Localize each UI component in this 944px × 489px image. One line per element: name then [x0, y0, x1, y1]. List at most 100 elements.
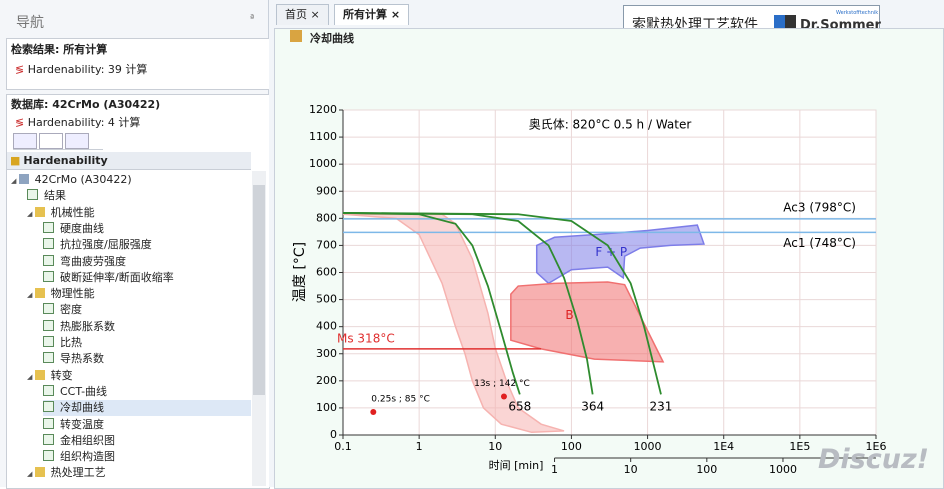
- cooling-curve: [342, 212, 594, 395]
- tree-row[interactable]: CCT-曲线: [43, 384, 107, 400]
- tree-row[interactable]: ◢ 热处理工艺: [27, 465, 106, 481]
- db-icon: [18, 174, 29, 184]
- pin-icon[interactable]: ª: [250, 14, 255, 24]
- y-tick-label: 800: [316, 211, 337, 224]
- y-tick-label: 600: [316, 266, 337, 279]
- scrollbar[interactable]: [252, 171, 266, 486]
- y-tick-label: 900: [316, 184, 337, 197]
- tree-label: 转变: [50, 368, 73, 382]
- expander[interactable]: ◢: [11, 177, 19, 185]
- tree-label: CCT-曲线: [60, 384, 108, 398]
- tree-row[interactable]: 导热系数: [43, 351, 104, 367]
- tab-label: 所有计算: [343, 8, 387, 21]
- tree-row[interactable]: 密度: [43, 302, 82, 318]
- y-tick-label: 1100: [309, 130, 337, 143]
- tree-row[interactable]: ◢ 机械性能: [27, 205, 95, 221]
- tree-row[interactable]: 金相组织图: [43, 433, 115, 449]
- tab[interactable]: 所有计算 ×: [334, 4, 410, 25]
- x2-tick-label: 1000: [769, 463, 797, 476]
- y-tick-label: 400: [316, 320, 337, 333]
- region-label: B: [565, 308, 573, 322]
- x-tick-label: 1E5: [789, 440, 810, 453]
- folder-icon: [34, 467, 45, 478]
- checkbox: [43, 270, 54, 282]
- tree-row[interactable]: 冷却曲线: [43, 400, 251, 417]
- tree-row[interactable]: 破断延伸率/断面收缩率: [43, 270, 174, 286]
- tree-label: 42CrMo (A30422): [34, 173, 132, 186]
- section-title: 冷却曲线: [310, 32, 354, 45]
- tree-label: 金相组织图: [60, 433, 115, 447]
- tab-close[interactable]: ×: [387, 8, 401, 21]
- tree-row[interactable]: 热膨胀系数: [43, 319, 115, 335]
- x-tick-label: 100: [561, 440, 582, 453]
- point: [500, 393, 507, 400]
- y-tick-label: 0: [330, 428, 337, 441]
- tree-label: 抗拉强度/屈服强度: [60, 238, 152, 252]
- x-tick-label: 1E6: [866, 440, 887, 453]
- checkbox: [43, 401, 54, 413]
- x2-tick-label: 10: [624, 463, 638, 476]
- y-tick-label: 100: [316, 401, 337, 414]
- logo-icon: [774, 15, 796, 31]
- tree-row[interactable]: 弯曲疲劳强度: [43, 254, 126, 270]
- x-tick-label: 1E4: [713, 440, 734, 453]
- checkbox: [43, 417, 54, 429]
- tab-close[interactable]: ×: [307, 8, 320, 21]
- checkbox: [43, 238, 54, 250]
- tree-row[interactable]: 组织构造图: [43, 449, 115, 465]
- section-icon: [290, 30, 302, 42]
- curve-end-label: 364: [581, 400, 604, 414]
- expander[interactable]: ◢: [27, 209, 35, 218]
- tool-button[interactable]: [65, 133, 89, 149]
- tree-row[interactable]: 比热: [43, 335, 82, 351]
- tree-row[interactable]: 结果: [27, 188, 66, 204]
- checkbox: [43, 319, 54, 331]
- scroll-thumb[interactable]: [253, 185, 265, 395]
- x-tick-label: 1000: [634, 440, 662, 453]
- cooling-curve: [342, 212, 662, 395]
- tree: ◢ 42CrMo (A30422) 结果 ◢ 机械性能 硬度曲线 抗拉强度/屈服强度 弯曲…: [7, 172, 251, 488]
- db-title: 数据库: 42CrMo (A30422): [11, 98, 161, 111]
- tree-label: 导热系数: [60, 352, 104, 366]
- search-item-text: Hardenability: 39 计算: [27, 63, 148, 76]
- folder-icon: [34, 369, 45, 380]
- logo-small: Werkstofftechnik: [836, 10, 879, 16]
- search-item[interactable]: ≶ Hardenability: 39 计算: [15, 63, 148, 76]
- tree-header[interactable]: ■ Hardenability: [7, 152, 251, 170]
- search-title: 检索结果: 所有计算: [11, 43, 108, 56]
- expander[interactable]: ◢: [27, 291, 35, 300]
- tree-label: 硬度曲线: [60, 221, 104, 235]
- tool-button[interactable]: [39, 133, 63, 149]
- chart: 0100200300400500600700800900100011001200…: [292, 103, 887, 476]
- expander[interactable]: ◢: [27, 470, 35, 479]
- region: [535, 224, 705, 285]
- tree-label: 弯曲疲劳强度: [60, 254, 126, 268]
- x-tick-label: 10: [488, 440, 502, 453]
- tree-row[interactable]: 抗拉强度/屈服强度: [43, 237, 152, 253]
- tree-label: 冷却曲线: [60, 401, 104, 415]
- tree-label: 热处理工艺: [50, 466, 106, 480]
- tool-button[interactable]: [13, 133, 37, 149]
- tree-row[interactable]: ◢ 物理性能: [27, 286, 95, 302]
- x-tick-label: 1: [416, 440, 423, 453]
- tree-label: 破断延伸率/断面收缩率: [60, 270, 174, 284]
- curve-end-label: 231: [650, 400, 673, 414]
- checkbox: [27, 189, 38, 201]
- point-label: 0.25s ; 85 °C: [371, 394, 430, 404]
- tree-row[interactable]: 硬度曲线: [43, 221, 104, 237]
- tree-label: 组织构造图: [60, 450, 115, 464]
- tree-row[interactable]: ◢ 转变: [27, 368, 73, 384]
- tree-label: 热膨胀系数: [60, 319, 115, 333]
- db-item[interactable]: ≶ Hardenability: 4 计算: [15, 116, 141, 129]
- tree-row[interactable]: 转变温度: [43, 417, 104, 433]
- tree-label: 结果: [44, 189, 66, 203]
- y-tick-label: 300: [316, 347, 337, 360]
- checkbox: [43, 450, 54, 462]
- toolbar: [13, 133, 103, 150]
- nav-title: 导航: [16, 15, 44, 31]
- tab[interactable]: 首页 ×: [276, 4, 329, 25]
- expander[interactable]: ◢: [27, 372, 35, 381]
- db-box: 数据库: 42CrMo (A30422) ≶ Hardenability: 4 …: [6, 94, 270, 489]
- tree-row[interactable]: ◢ 42CrMo (A30422): [11, 172, 132, 188]
- tab-label: 首页: [285, 8, 307, 21]
